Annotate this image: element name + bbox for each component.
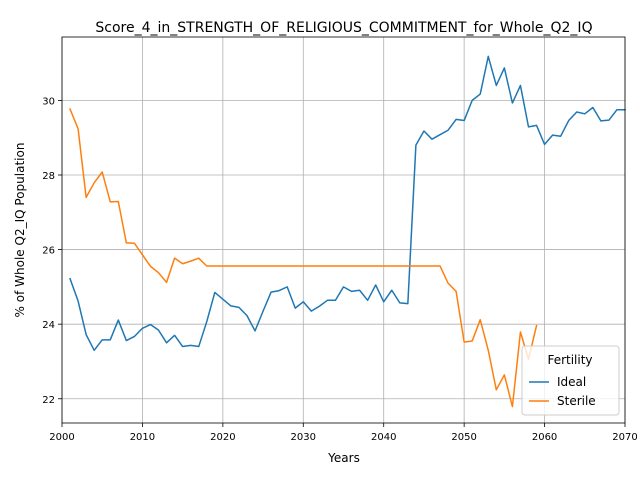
chart-title: Score_4_in_STRENGTH_OF_RELIGIOUS_COMMITM… [95,20,592,36]
x-tick-label: 2000 [49,432,74,443]
legend-label-sterile: Sterile [557,394,596,408]
x-tick-label: 2060 [532,432,557,443]
plot-frame [61,36,626,424]
legend-box [521,345,620,416]
series-line-ideal [69,55,626,352]
series-lines [69,55,626,408]
legend-label-ideal: Ideal [557,375,586,389]
y-tick-label: 28 [42,171,55,182]
x-tick-label: 2010 [130,432,155,443]
series-line-sterile [69,108,538,408]
x-tick-label: 2050 [451,432,476,443]
x-tick-label: 2070 [612,432,637,443]
y-tick-label: 22 [42,395,55,406]
y-tick-label: 30 [42,96,55,107]
x-tick-label: 2020 [210,432,235,443]
y-axis-label: % of Whole Q2_IQ Population [13,143,27,318]
x-tick-label: 2030 [291,432,316,443]
legend: Fertility Ideal Sterile [521,345,620,416]
x-axis-label: Years [327,451,360,465]
y-tick-label: 26 [42,246,55,257]
legend-title: Fertility [547,353,592,367]
y-tick-label: 24 [42,320,55,331]
axis-ticks: 2000 2010 2020 2030 2040 2050 2060 2070 22 24 26 28… [42,96,637,443]
x-tick-label: 2040 [371,432,396,443]
